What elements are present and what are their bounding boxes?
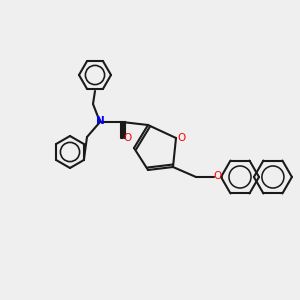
Text: N: N xyxy=(96,116,104,126)
Text: O: O xyxy=(123,133,131,143)
Text: O: O xyxy=(177,133,185,143)
Text: O: O xyxy=(214,171,222,181)
